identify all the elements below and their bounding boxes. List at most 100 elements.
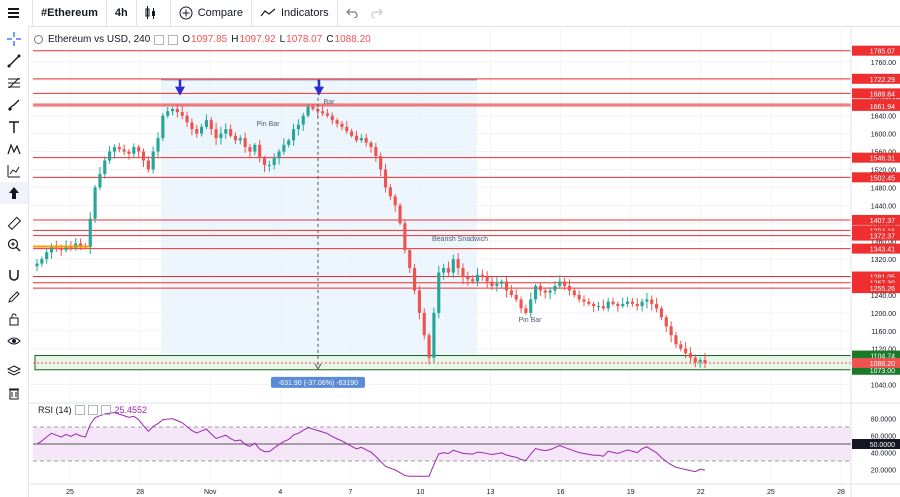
- candle-body: [321, 111, 325, 114]
- crosshair-tool[interactable]: [0, 28, 28, 50]
- time-tick-label: Nov: [204, 489, 217, 496]
- candle-body: [127, 151, 131, 154]
- candle-body: [625, 301, 630, 304]
- zoom-tool[interactable]: [0, 234, 28, 256]
- rsi-close-icon[interactable]: [100, 405, 111, 415]
- candle-body: [49, 245, 54, 253]
- candle-body: [200, 126, 204, 134]
- candle-body: [180, 112, 184, 116]
- undo-button[interactable]: [338, 0, 371, 26]
- candle-body: [548, 290, 552, 293]
- pattern-annotation: Pin Bar: [519, 317, 543, 324]
- measure-label-box: [271, 376, 365, 388]
- redo-button[interactable]: [371, 0, 396, 26]
- candle-body: [587, 301, 591, 304]
- magnet-icon: [9, 270, 19, 281]
- candle-body: [442, 268, 446, 273]
- candle-body: [383, 169, 388, 188]
- low-value: 1078.07: [286, 34, 323, 45]
- candle-body: [340, 123, 344, 127]
- compare-label: Compare: [197, 7, 243, 19]
- remove-drawings-tool[interactable]: [0, 382, 28, 404]
- price-level-label: 1689.84: [870, 91, 895, 98]
- series-visibility-icon[interactable]: [34, 35, 43, 44]
- candle-body: [146, 160, 150, 170]
- visibility-tool[interactable]: [0, 330, 28, 352]
- candle-body: [267, 164, 271, 166]
- high-label: H: [231, 34, 239, 45]
- price-tick-label: 1200.00: [871, 311, 896, 318]
- candle-body: [175, 108, 179, 113]
- candle-body: [616, 303, 620, 307]
- interval-button[interactable]: 4h: [107, 0, 137, 26]
- layers-tool[interactable]: [0, 360, 28, 382]
- support-level-label: 1073.00: [870, 368, 895, 375]
- candle-body: [45, 252, 49, 260]
- candle-body: [243, 138, 247, 148]
- time-tick-label: 22: [697, 489, 705, 496]
- price-tick-label: 1240.00: [871, 293, 896, 300]
- candle-body: [456, 259, 460, 269]
- rsi-tick-label: 40.0000: [871, 451, 896, 458]
- price-level-label: 1407.37: [870, 218, 895, 225]
- indicators-button[interactable]: Indicators: [252, 0, 338, 26]
- open-label: O: [182, 34, 191, 45]
- lock-drawing-tool[interactable]: [0, 286, 28, 308]
- fib-tool[interactable]: [0, 72, 28, 94]
- candle-body: [698, 359, 702, 363]
- text-tool[interactable]: [0, 116, 28, 138]
- candle-body: [354, 135, 359, 141]
- candle-body: [345, 126, 349, 132]
- candle-body: [630, 301, 634, 304]
- symbol-search[interactable]: #Ethereum: [33, 0, 107, 26]
- pencil-lock-icon: [8, 291, 20, 303]
- candle-body: [509, 290, 513, 295]
- time-tick-label: 19: [627, 489, 635, 496]
- candle-body: [553, 285, 557, 291]
- candle-body: [132, 147, 136, 154]
- candle-body: [650, 299, 654, 304]
- candle-body: [151, 151, 155, 170]
- candle-body: [485, 277, 489, 282]
- rsi-settings-icon[interactable]: [87, 405, 98, 415]
- candle-body: [543, 290, 547, 293]
- brush-tool[interactable]: [0, 94, 28, 116]
- candle-body: [529, 299, 533, 313]
- low-label: L: [279, 34, 286, 45]
- prediction-tool[interactable]: [0, 160, 28, 182]
- chart-area[interactable]: -631.90 (-37.06%) -63190 Pin Bar Bar Bearis…: [28, 26, 900, 497]
- blue-arrow-icon: [175, 86, 185, 96]
- candle-body: [572, 290, 576, 295]
- cursor-arrow-tool[interactable]: [0, 182, 28, 204]
- series-settings-icon[interactable]: [168, 34, 179, 45]
- rsi-eye-icon[interactable]: [74, 405, 85, 415]
- candle-body: [301, 115, 305, 125]
- candle-body: [567, 285, 572, 291]
- price-level-label: 1661.94: [870, 104, 895, 111]
- trend-line-tool[interactable]: [0, 50, 28, 72]
- close-label: C: [326, 34, 334, 45]
- candle-body: [635, 303, 639, 307]
- rsi-tick-label: 20.0000: [871, 468, 896, 475]
- pattern-tool[interactable]: [0, 138, 28, 160]
- lock-tool[interactable]: [0, 308, 28, 330]
- candle-body: [64, 245, 68, 251]
- series-eye-icon[interactable]: [154, 34, 165, 45]
- candle-body: [538, 285, 542, 291]
- candle-body: [374, 147, 378, 157]
- price-level-tag: [852, 277, 900, 288]
- time-tick-label: 13: [487, 489, 495, 496]
- prediction-icon: [7, 165, 20, 178]
- arrow-up-icon: [9, 187, 19, 199]
- rsi-legend: RSI (14) 25.4552: [38, 405, 147, 415]
- indicators-label: Indicators: [280, 7, 329, 19]
- menu-button[interactable]: [0, 0, 33, 26]
- chart-style-button[interactable]: [137, 0, 171, 26]
- candle-body: [137, 147, 141, 152]
- magnet-tool[interactable]: [0, 264, 28, 286]
- candle-body: [141, 151, 146, 161]
- compare-button[interactable]: Compare: [171, 0, 252, 26]
- ruler-tool[interactable]: [0, 212, 28, 234]
- time-tick-label: 7: [348, 489, 352, 496]
- indicators-icon: [260, 8, 276, 17]
